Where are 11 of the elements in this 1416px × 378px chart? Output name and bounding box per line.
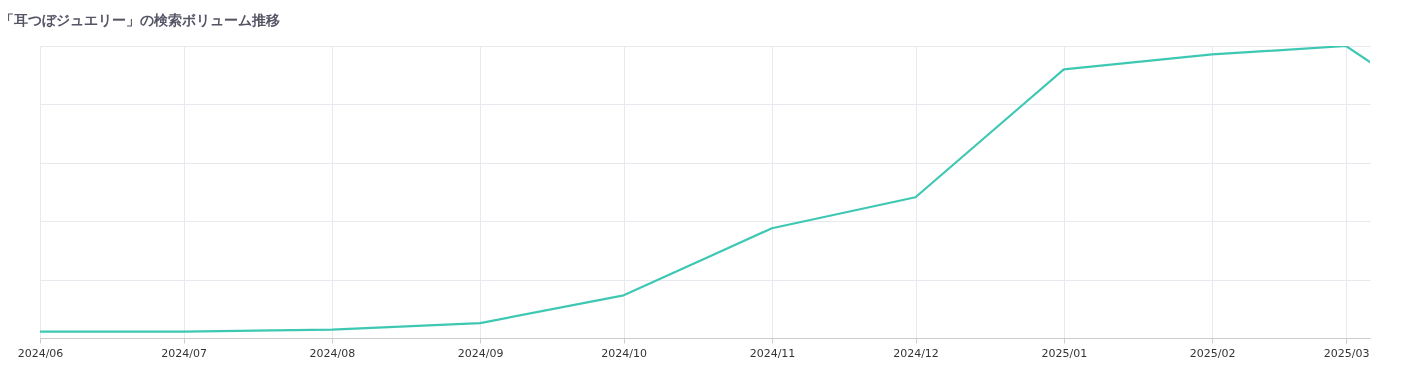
x-tick-label: 2024/12 [893,346,939,360]
chart-title: 「耳つぼジュエリー」の検索ボリューム推移 [0,12,280,28]
x-tick-label: 2024/11 [749,346,796,360]
x-tick-label: 2025/02 [1189,346,1236,360]
x-tick-label: 2024/06 [17,346,64,360]
x-tick-label: 2025/01 [1041,346,1088,360]
x-tick-label: 2024/09 [457,346,504,360]
x-tick-label: 2024/07 [161,346,207,360]
x-tick-label: 2024/08 [309,346,356,360]
x-tick-label: 2024/10 [601,346,648,360]
x-tick-label: 2025/03 [1323,346,1370,360]
